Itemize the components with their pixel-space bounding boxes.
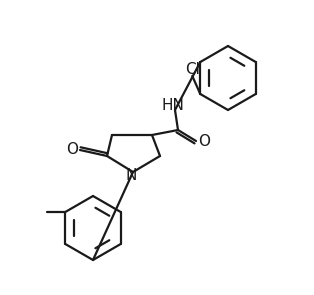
Text: O: O [66, 142, 78, 158]
Text: HN: HN [162, 98, 184, 112]
Text: O: O [198, 134, 210, 148]
Text: Cl: Cl [185, 61, 200, 76]
Text: N: N [125, 168, 137, 183]
